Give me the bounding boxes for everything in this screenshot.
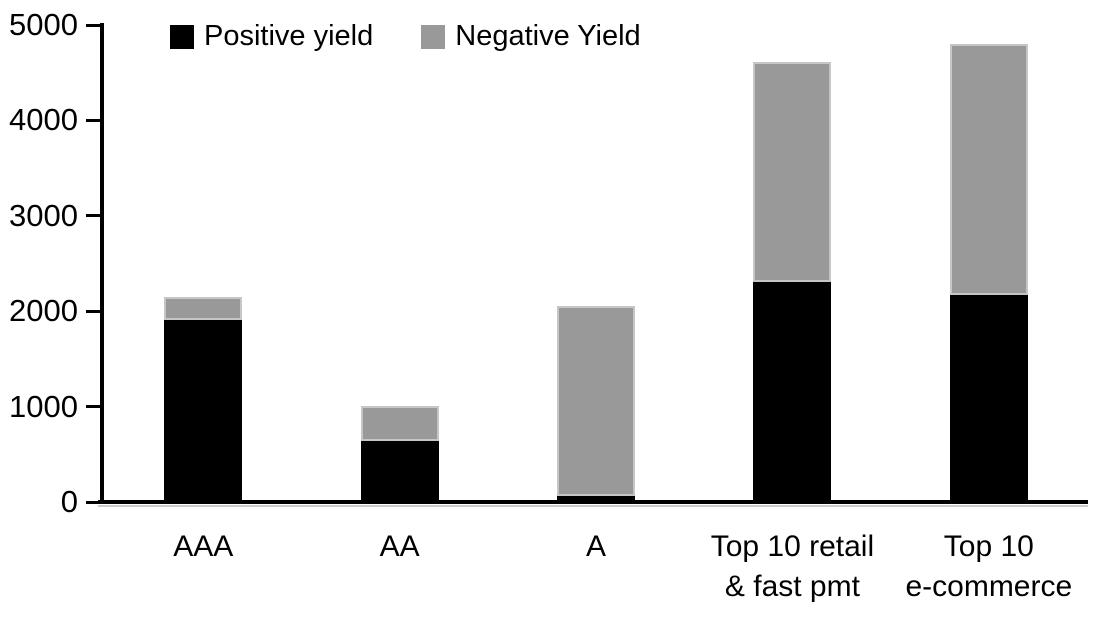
- y-tick-label: 3000: [9, 197, 78, 233]
- bar-slot: [498, 24, 694, 501]
- bar-segment-positive: [360, 440, 439, 501]
- legend-label-negative: Negative Yield: [455, 20, 641, 52]
- x-axis-label: Top 10 e-commerce: [905, 530, 1073, 603]
- y-tick-label: 2000: [9, 293, 78, 329]
- bar-segment-positive: [753, 281, 832, 501]
- bar-top-10: [949, 44, 1028, 501]
- bar-segment-negative: [164, 296, 243, 320]
- y-tick-mark: [86, 118, 104, 122]
- x-axis-label: AA: [379, 530, 420, 563]
- bar-segment-positive: [557, 496, 636, 501]
- y-tick-label: 5000: [9, 7, 78, 42]
- bar-segment-negative: [949, 44, 1028, 295]
- x-axis-label: A: [586, 530, 607, 563]
- bar-slot: [301, 24, 497, 501]
- legend-swatch-positive: [170, 24, 194, 49]
- bar-segment-negative: [753, 62, 832, 282]
- bar-segment-negative: [557, 306, 636, 497]
- bar-slot: [105, 24, 301, 501]
- y-tick-mark: [86, 405, 104, 409]
- plot-area: [105, 24, 1087, 501]
- y-tick-label: 0: [60, 484, 78, 519]
- chart-legend: Positive yield Negative Yield: [170, 22, 641, 51]
- bar-a: [557, 306, 636, 501]
- bar-aa: [360, 405, 439, 501]
- y-tick-label: 1000: [9, 388, 78, 424]
- y-tick-mark: [86, 309, 104, 313]
- x-axis-shadow-line: [98, 505, 1088, 507]
- y-tick-mark: [86, 23, 104, 27]
- y-tick-mark: [86, 214, 104, 218]
- bar-segment-positive: [164, 319, 243, 501]
- legend-swatch-negative: [421, 24, 446, 49]
- y-tick-mark: [86, 500, 104, 504]
- bar-aaa: [164, 296, 243, 501]
- bar-top-10-retail: [753, 62, 832, 501]
- bar-segment-negative: [360, 405, 439, 441]
- x-axis-label: AAA: [173, 530, 234, 563]
- bar-slot: [694, 24, 890, 501]
- legend-item-negative-yield: Negative Yield: [421, 20, 641, 52]
- y-tick-label: 4000: [9, 102, 78, 138]
- legend-label-positive: Positive yield: [204, 20, 374, 52]
- y-axis-line: [100, 23, 104, 504]
- bar-slot: [891, 24, 1087, 501]
- legend-item-positive-yield: Positive yield: [170, 22, 373, 51]
- x-axis-labels: AAA AA A Top 10 retail & fast pmt Top 10 e-c…: [105, 527, 1087, 607]
- bar-segment-positive: [949, 294, 1028, 501]
- x-axis-label: Top 10 retail & fast pmt: [710, 530, 875, 603]
- x-axis-line: [98, 500, 1088, 504]
